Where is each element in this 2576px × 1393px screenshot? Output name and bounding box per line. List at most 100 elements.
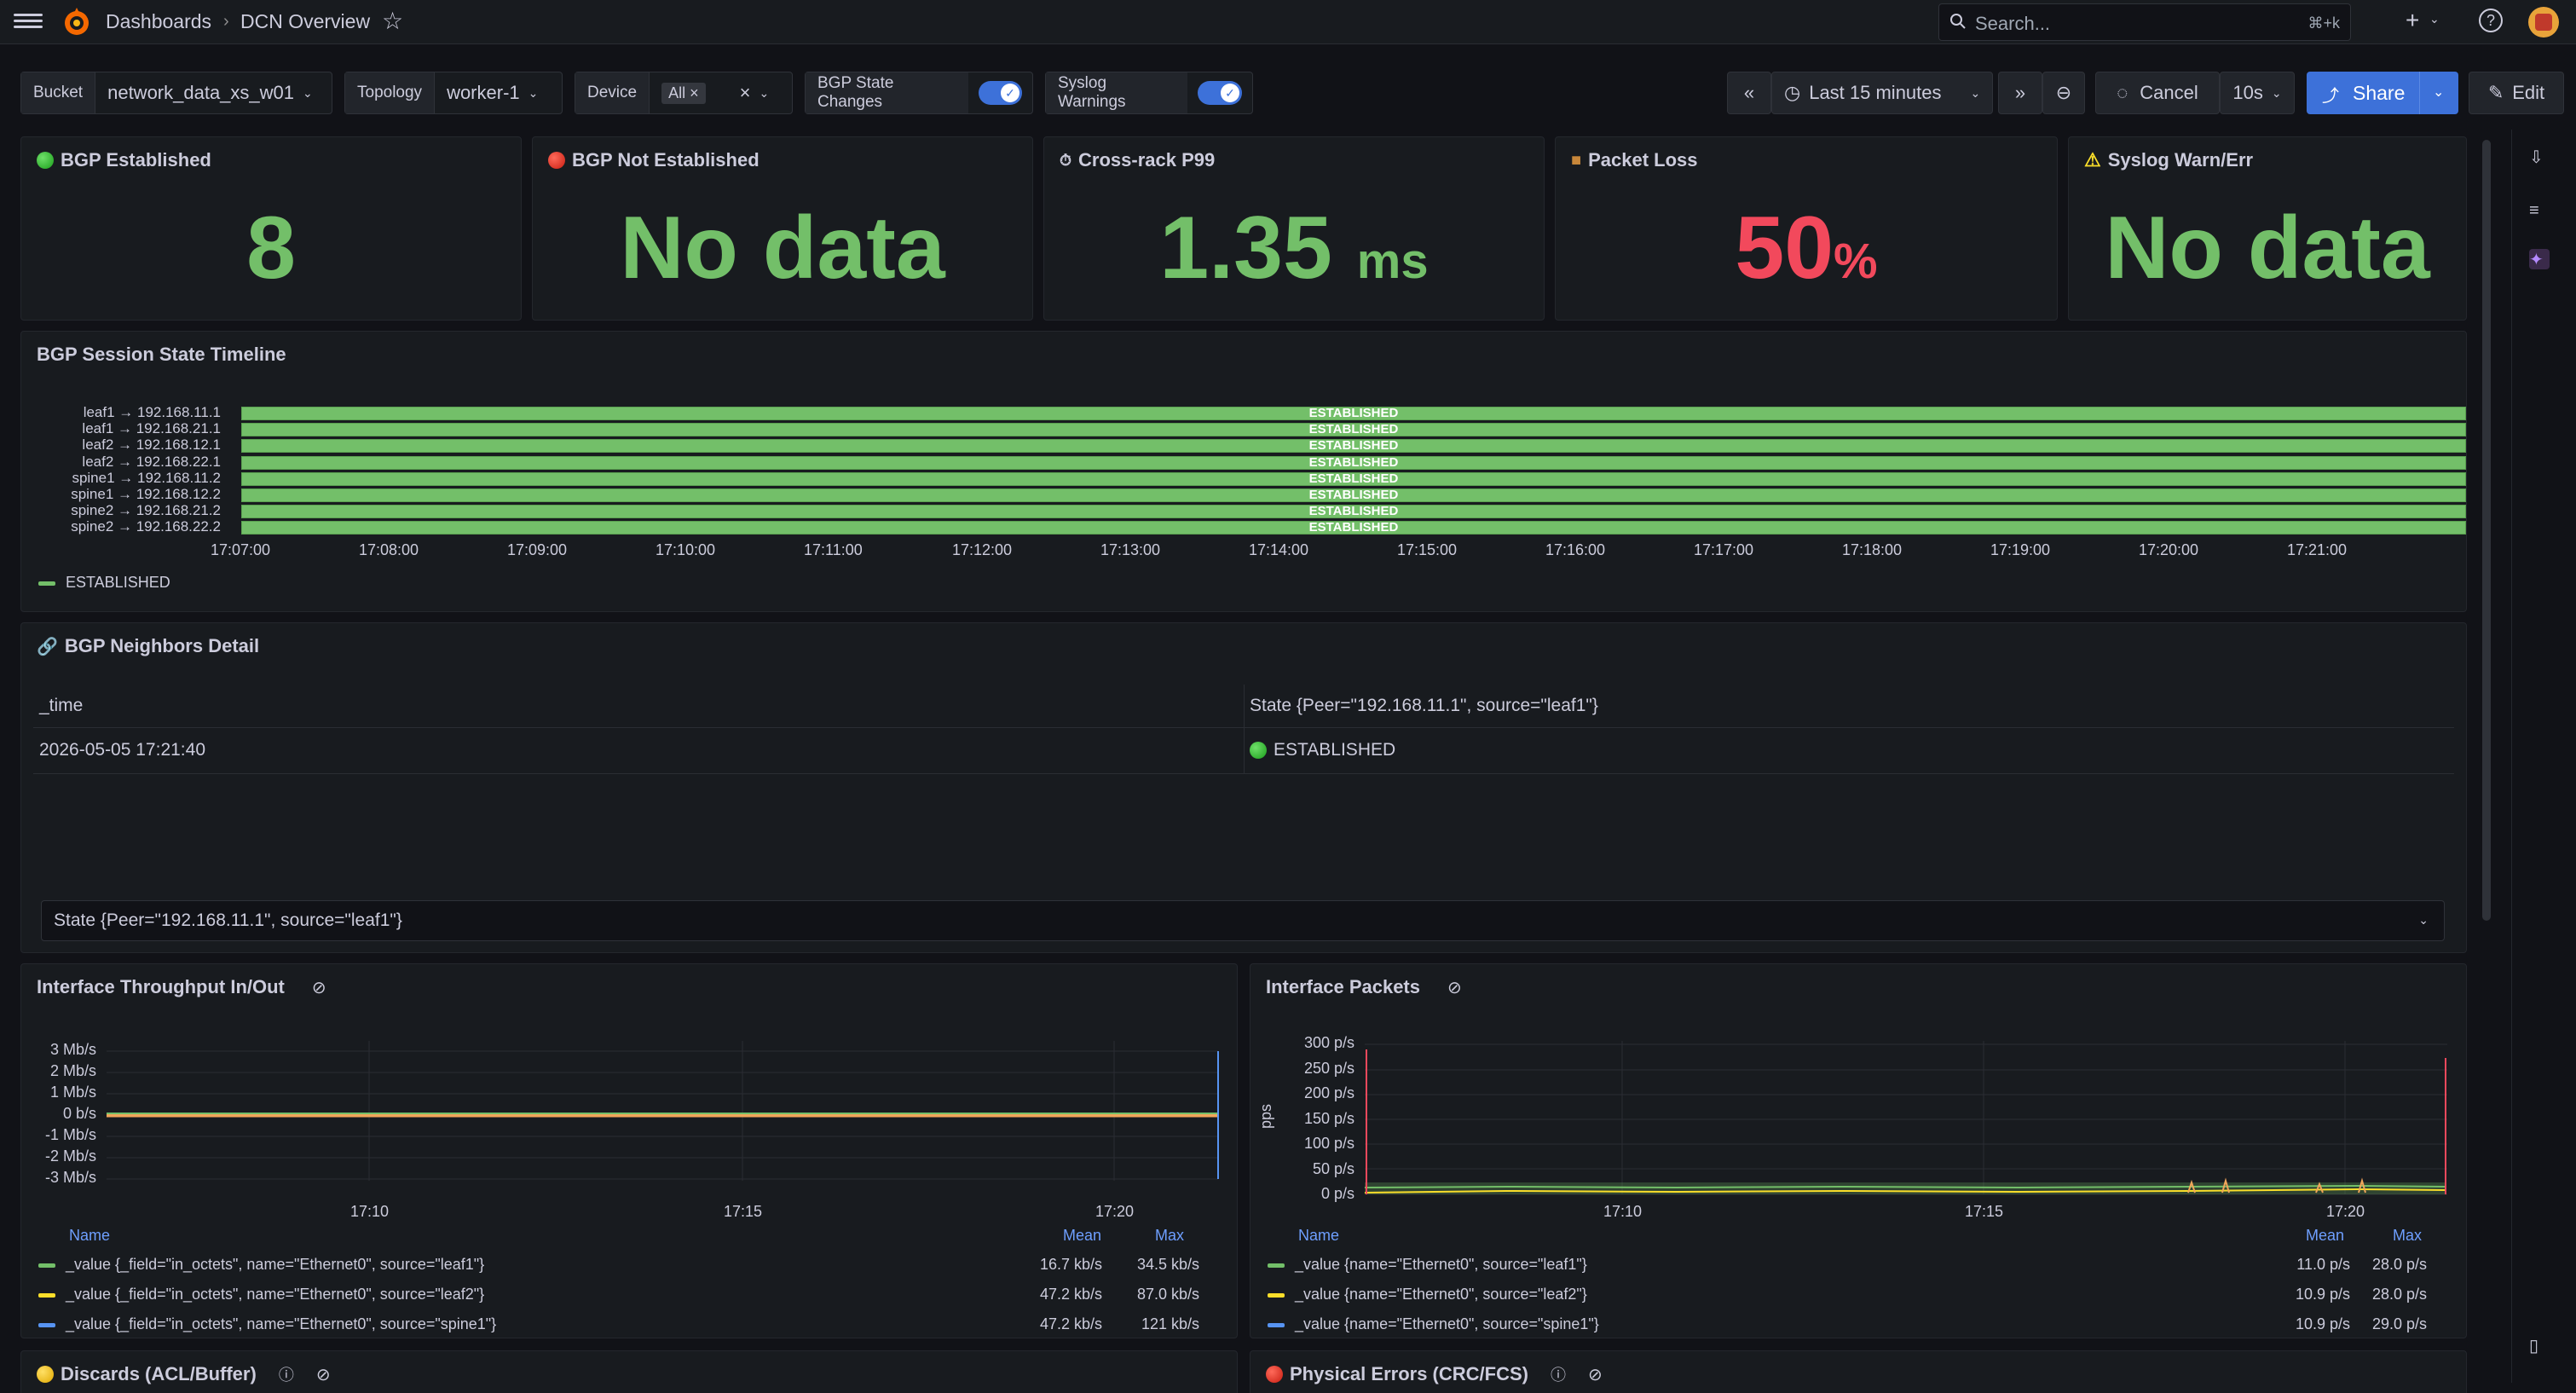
- help-icon[interactable]: ?: [2479, 9, 2503, 32]
- y-axis-tick: -2 Mb/s: [44, 1147, 96, 1165]
- x-axis-tick: 17:15:00: [1397, 541, 1458, 558]
- timeline-state-bar[interactable]: ESTABLISHED: [241, 471, 2466, 486]
- timeline-state-bar[interactable]: ESTABLISHED: [241, 407, 2466, 420]
- legend-header-mean[interactable]: Mean: [1063, 1227, 1102, 1244]
- search-icon: [1950, 14, 1966, 29]
- stat-value: No data: [2105, 199, 2430, 298]
- interface-throughput-panel[interactable]: Interface Throughput In/Out ⊘ 3 Mb/s 2 Mb/…: [20, 963, 1238, 1338]
- timeline-state-bar[interactable]: ESTABLISHED: [241, 505, 2466, 519]
- topology-variable[interactable]: Topology worker-1 ⌄: [344, 72, 563, 114]
- physical-errors-panel[interactable]: Physical Errors (CRC/FCS) ⓘ ⊘: [1250, 1350, 2467, 1393]
- toggle-switch[interactable]: [978, 81, 1022, 105]
- panel-title: Discards (ACL/Buffer): [61, 1363, 257, 1384]
- legend-header-max[interactable]: Max: [1155, 1227, 1185, 1244]
- stat-panel-bgp-established[interactable]: BGP Established 8: [20, 136, 522, 321]
- share-icon: ⤴: [2322, 87, 2339, 106]
- x-axis-tick: 17:15: [724, 1203, 763, 1220]
- legend-header-name[interactable]: Name: [69, 1227, 111, 1244]
- series-select[interactable]: State {Peer="192.168.11.1", source="leaf…: [41, 900, 2445, 941]
- legend-item[interactable]: _value {_field="in_octets", name="Ethern…: [38, 1315, 496, 1333]
- clear-icon[interactable]: ×: [739, 82, 751, 103]
- share-button[interactable]: ⤴ Share ⌄: [2307, 72, 2458, 114]
- export-icon[interactable]: ⇩: [2529, 148, 2544, 167]
- bgp-state-changes-toggle[interactable]: BGP State Changes: [805, 72, 1033, 114]
- time-shift-forward-button[interactable]: »: [1998, 72, 2042, 114]
- scrollbar[interactable]: [2482, 140, 2491, 921]
- device-chip[interactable]: All ×: [661, 82, 706, 104]
- breadcrumb-dashboards[interactable]: Dashboards: [106, 10, 212, 32]
- timeline-state-bar[interactable]: ESTABLISHED: [241, 521, 2466, 535]
- bgp-neighbors-detail-panel[interactable]: 🔗 BGP Neighbors Detail: [20, 622, 2467, 953]
- stat-panel-packet-loss[interactable]: ■ Packet Loss 50%: [1555, 136, 2058, 321]
- syslog-warnings-toggle[interactable]: Syslog Warnings: [1045, 72, 1253, 114]
- hidden-series-icon[interactable]: ⊘: [311, 978, 326, 997]
- legend-item[interactable]: _value {name="Ethernet0", source="leaf2"…: [1268, 1286, 1587, 1303]
- x-axis-tick: 17:12:00: [952, 541, 1013, 558]
- legend-header-mean[interactable]: Mean: [2306, 1227, 2345, 1244]
- table-cell-state: ESTABLISHED: [1250, 740, 1395, 760]
- throughput-chart[interactable]: [21, 964, 1238, 1338]
- y-axis-tick: 0 p/s: [1320, 1185, 1354, 1202]
- bucket-variable[interactable]: Bucket network_data_xs_w01 ⌄: [20, 72, 332, 114]
- legend-item[interactable]: _value {name="Ethernet0", source="leaf1"…: [1268, 1256, 1587, 1274]
- add-icon[interactable]: +: [2406, 7, 2420, 33]
- star-icon[interactable]: ☆: [382, 8, 404, 34]
- series-line: [1364, 1184, 2446, 1189]
- close-icon[interactable]: ×: [690, 84, 699, 101]
- chevron-down-icon: ⌄: [528, 85, 539, 100]
- hidden-series-icon[interactable]: ⊘: [315, 1365, 331, 1384]
- legend-mean-value: 10.9 p/s: [2295, 1286, 2350, 1303]
- device-variable[interactable]: Device All × × ⌄: [575, 72, 793, 114]
- timeline-state-bar[interactable]: ESTABLISHED: [241, 488, 2466, 502]
- assistant-icon[interactable]: ✦: [2529, 249, 2550, 269]
- panel-title: Packet Loss: [1588, 149, 1698, 171]
- stat-panel-cross-rack-p99[interactable]: ⏱ Cross-rack P99 1.35 ms: [1043, 136, 1545, 321]
- legend-header-name[interactable]: Name: [1298, 1227, 1340, 1244]
- legend-header-max[interactable]: Max: [2393, 1227, 2423, 1244]
- dock-panel-icon[interactable]: ▯: [2529, 1337, 2539, 1355]
- column-header-state[interactable]: State {Peer="192.168.11.1", source="leaf…: [1250, 696, 1598, 715]
- toggle-switch[interactable]: [1197, 81, 1242, 105]
- edit-button[interactable]: ✎ Edit: [2469, 72, 2564, 114]
- chevron-down-icon[interactable]: ⌄: [2429, 12, 2440, 26]
- timeline-legend[interactable]: ESTABLISHED: [38, 574, 170, 592]
- y-axis-label: pps: [1257, 1103, 1275, 1130]
- packets-chart[interactable]: [1250, 964, 2467, 1338]
- legend-max-value: 121 kb/s: [1141, 1315, 1199, 1332]
- stat-panel-bgp-not-established[interactable]: BGP Not Established No data: [532, 136, 1033, 321]
- info-icon[interactable]: ⓘ: [1550, 1367, 1566, 1384]
- legend-item[interactable]: _value {_field="in_octets", name="Ethern…: [38, 1286, 484, 1303]
- stopwatch-icon: ⏱: [1060, 151, 1072, 169]
- zoom-out-icon[interactable]: ⊖: [2042, 72, 2085, 114]
- timeline-row-label: leaf2 → 192.168.12.1: [82, 436, 221, 454]
- refresh-interval-button[interactable]: 10s ⌄: [2220, 72, 2295, 114]
- outline-icon[interactable]: ≡: [2529, 201, 2539, 220]
- chevron-down-icon[interactable]: ⌄: [2433, 85, 2445, 100]
- hidden-series-icon[interactable]: ⊘: [1447, 978, 1462, 997]
- info-icon[interactable]: ⓘ: [278, 1367, 294, 1384]
- cancel-button[interactable]: ◌ Cancel: [2095, 72, 2220, 114]
- time-picker-button[interactable]: ◷ Last 15 minutes ⌄: [1771, 72, 1993, 114]
- search-input[interactable]: Search... ⌘+k: [1938, 3, 2351, 41]
- avatar[interactable]: [2528, 7, 2559, 38]
- grafana-logo-icon[interactable]: [60, 5, 94, 39]
- package-icon: ■: [1571, 150, 1582, 170]
- bgp-session-state-timeline-panel[interactable]: BGP Session State Timeline leaf1 → 192.1…: [20, 331, 2467, 612]
- interface-packets-panel[interactable]: Interface Packets ⊘ pps 300 p/s 250 p/s 200…: [1250, 963, 2467, 1338]
- x-axis-tick: 17:11:00: [804, 541, 863, 558]
- menu-icon[interactable]: [14, 10, 43, 34]
- stat-panel-syslog-warn-err[interactable]: ⚠ Syslog Warn/Err No data: [2068, 136, 2467, 321]
- hidden-series-icon[interactable]: ⊘: [1587, 1365, 1603, 1384]
- discards-panel[interactable]: Discards (ACL/Buffer) ⓘ ⊘: [20, 1350, 1238, 1393]
- legend-item[interactable]: _value {_field="in_octets", name="Ethern…: [38, 1256, 484, 1274]
- legend-item[interactable]: _value {name="Ethernet0", source="spine1…: [1268, 1315, 1599, 1333]
- time-shift-back-button[interactable]: «: [1727, 72, 1771, 114]
- column-header-time[interactable]: _time: [39, 696, 84, 715]
- breadcrumb-current: DCN Overview: [240, 10, 371, 32]
- timeline-state-bar[interactable]: ESTABLISHED: [241, 455, 2466, 470]
- timeline-state-bar[interactable]: ESTABLISHED: [241, 423, 2466, 437]
- panel-title: Interface Packets: [1266, 976, 1420, 997]
- panel-title: Syslog Warn/Err: [2107, 149, 2254, 171]
- timeline-state-bar[interactable]: ESTABLISHED: [241, 439, 2466, 454]
- search-placeholder: Search...: [1975, 13, 2051, 34]
